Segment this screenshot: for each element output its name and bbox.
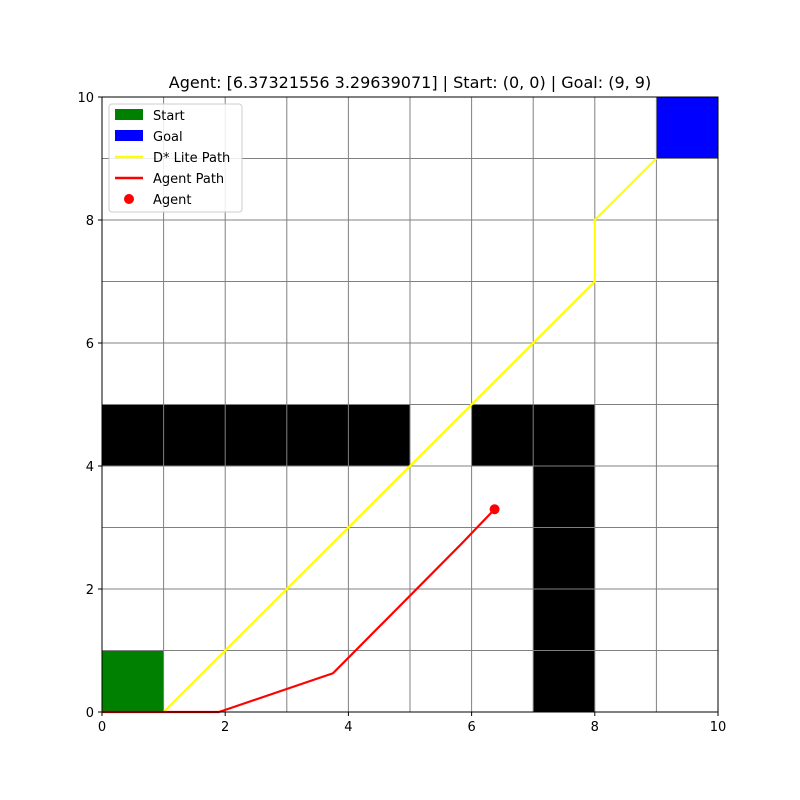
legend-swatch-start xyxy=(115,109,143,120)
x-tick-label-0: 0 xyxy=(98,720,106,735)
series-line-d-lite-path xyxy=(162,157,658,713)
y-tick-label-2: 2 xyxy=(86,583,94,598)
agent-marker xyxy=(489,504,500,515)
legend-label-agent-path: Agent Path xyxy=(153,172,224,187)
x-tick-label-2: 2 xyxy=(221,720,229,735)
y-tick-label-10: 10 xyxy=(77,91,94,106)
x-tick-label-10: 10 xyxy=(710,720,727,735)
legend-label-goal: Goal xyxy=(153,130,183,145)
goal-cell xyxy=(656,97,718,159)
plot-area: 0 2 4 6 8 10 0 2 4 6 8 10 Start Goal D* Lite Path Agent… xyxy=(77,91,726,735)
y-tick-label-6: 6 xyxy=(86,337,94,352)
legend-label-d-lite-path: D* Lite Path xyxy=(153,151,230,166)
y-tick-label-8: 8 xyxy=(86,214,94,229)
legend-label-start: Start xyxy=(153,109,185,124)
obstacle-0 xyxy=(102,404,410,466)
x-tick-label-4: 4 xyxy=(344,720,352,735)
legend-swatch-goal xyxy=(115,130,143,141)
x-tick-label-8: 8 xyxy=(591,720,599,735)
chart-title: Agent: [6.37321556 3.29639071] | Start: … xyxy=(169,73,651,92)
legend-swatch-agent xyxy=(124,194,134,204)
x-tick-label-6: 6 xyxy=(467,720,475,735)
legend-label-agent: Agent xyxy=(153,193,191,208)
axes-frame xyxy=(101,96,719,713)
y-tick-label-0: 0 xyxy=(86,706,94,721)
y-tick-label-4: 4 xyxy=(86,460,94,475)
start-cell xyxy=(102,650,164,712)
